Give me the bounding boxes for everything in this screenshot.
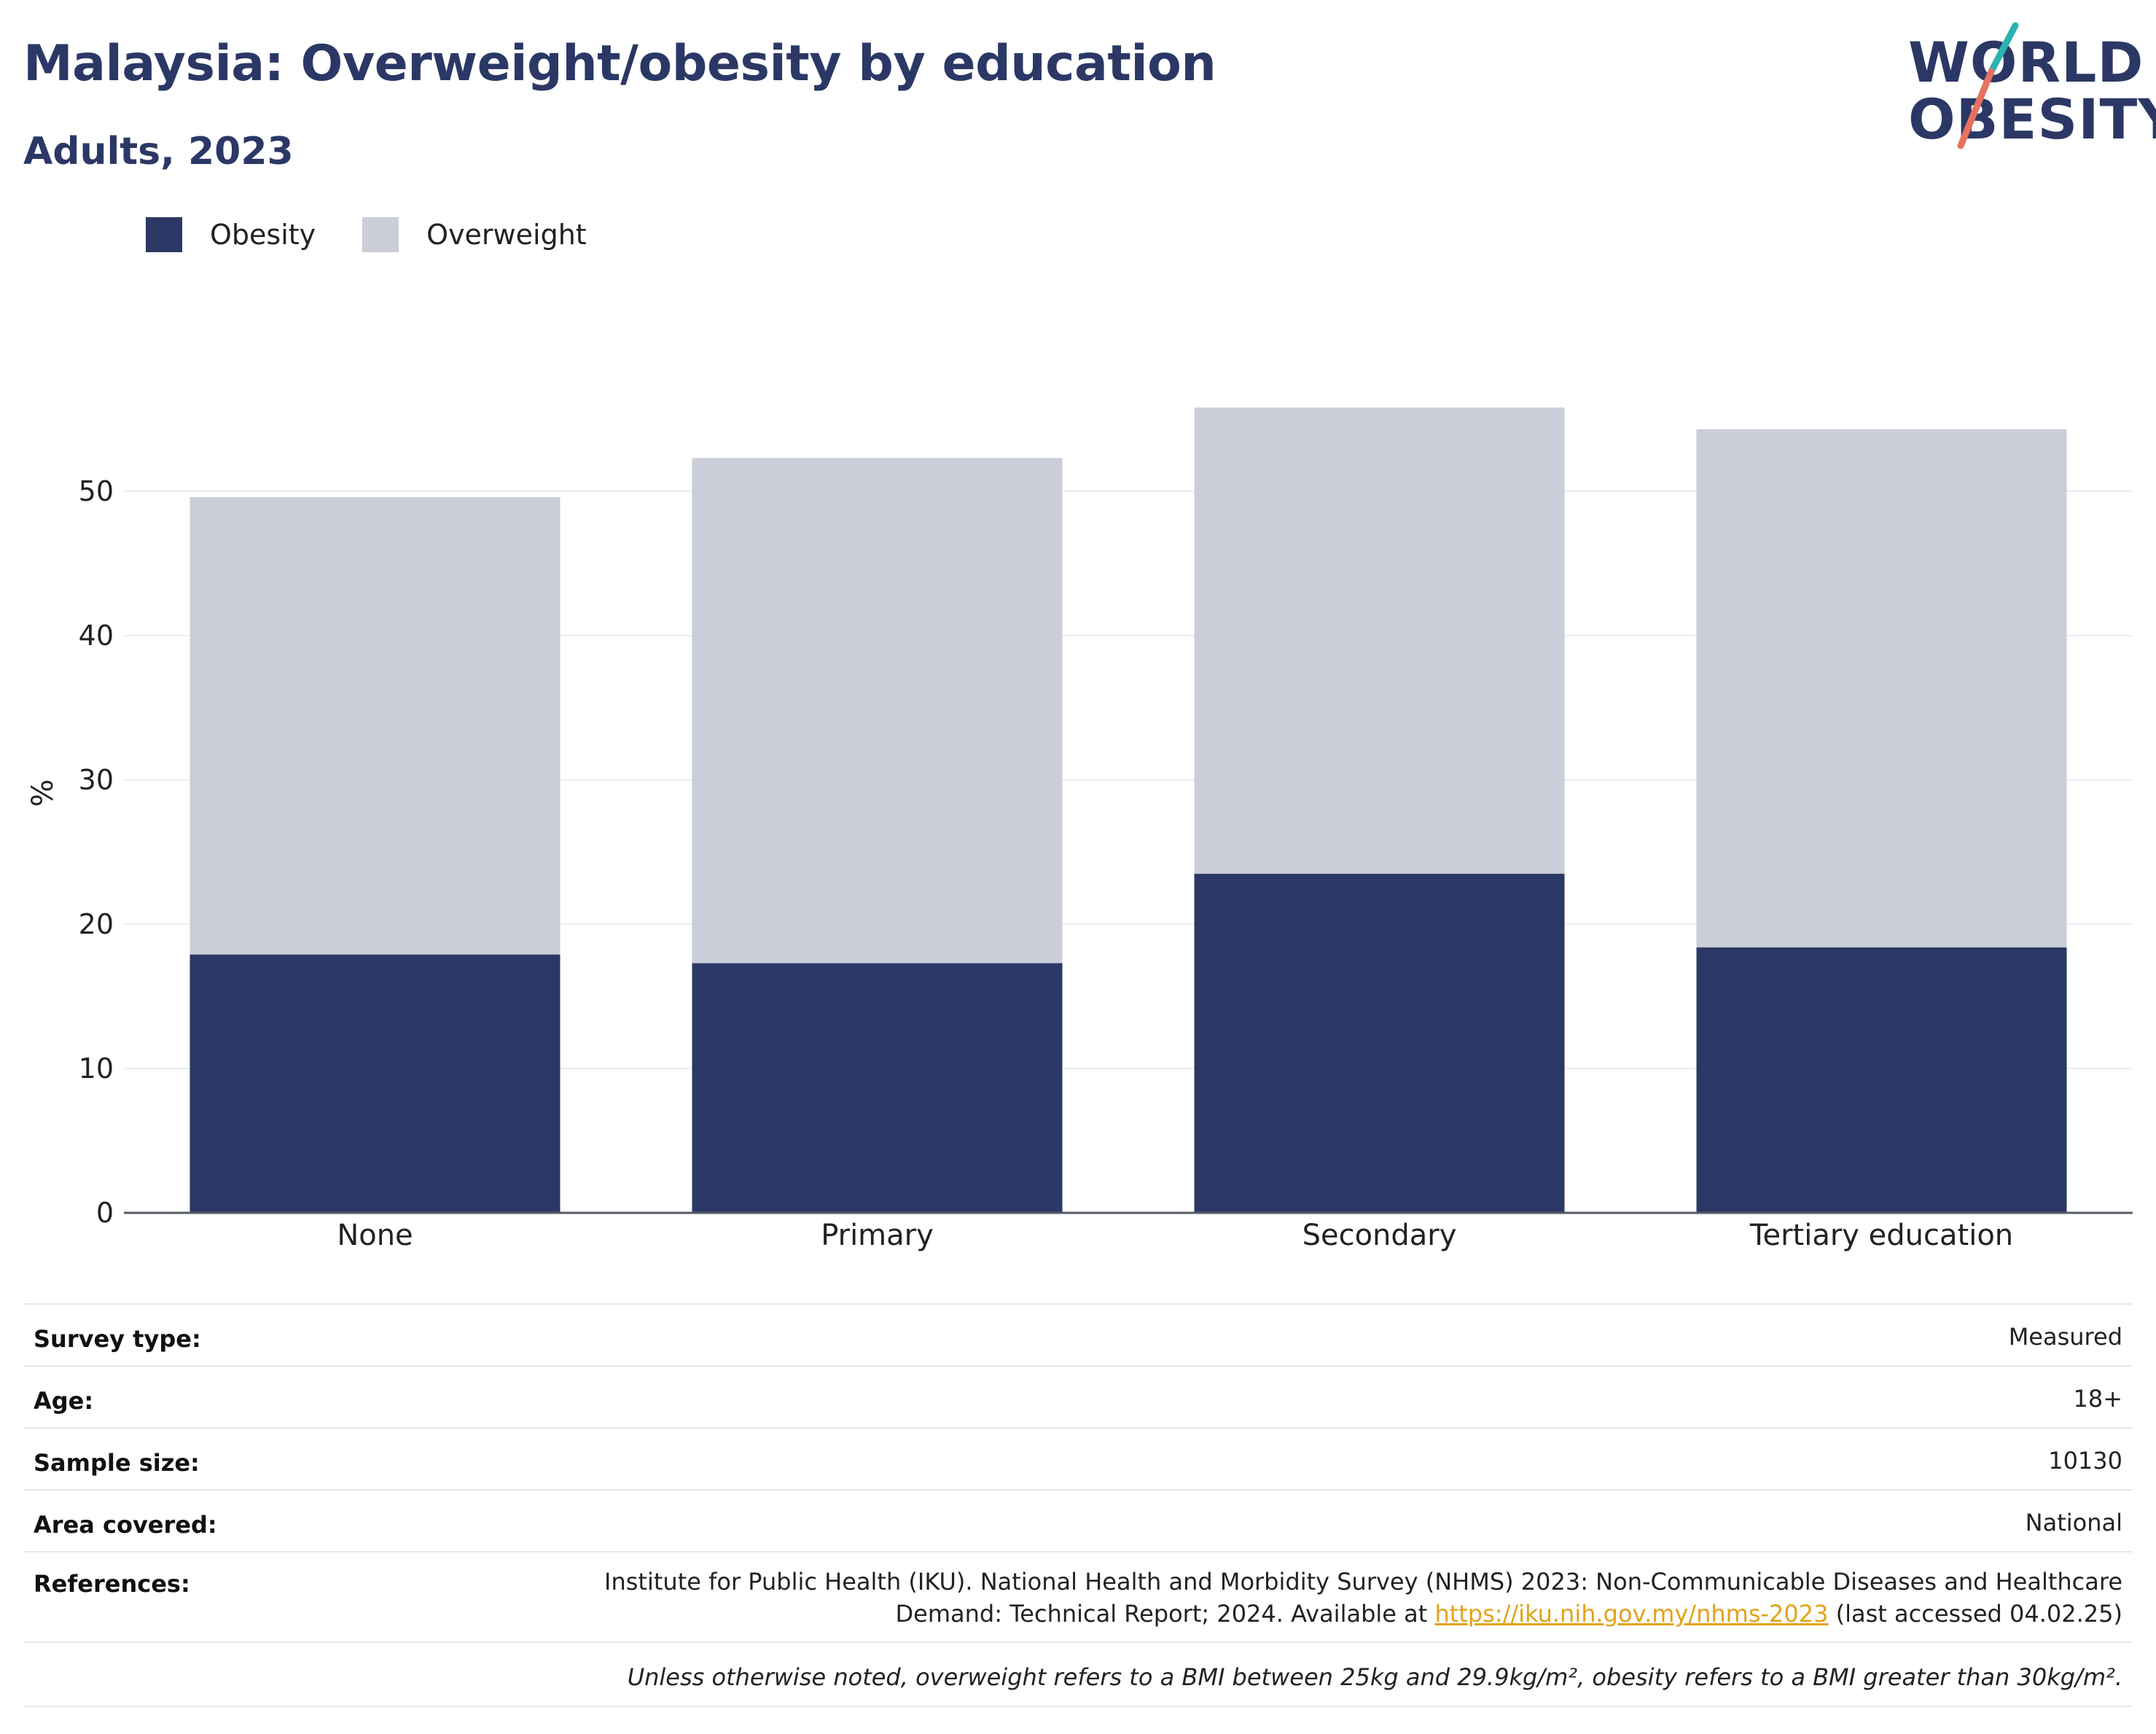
bar-overweight-tertiary-education bbox=[1696, 429, 2067, 948]
reference-link[interactable]: https://iku.nih.gov.my/nhms-2023 bbox=[1434, 1600, 1829, 1628]
meta-label-survey-type: Survey type: bbox=[34, 1325, 201, 1353]
bar-overweight-none bbox=[190, 496, 561, 955]
legend-swatch-overweight bbox=[362, 217, 399, 252]
chart-subtitle: Adults, 2023 bbox=[23, 130, 294, 173]
meta-value-survey-type: Measured bbox=[2008, 1323, 2122, 1351]
legend-item-obesity[interactable]: Obesity bbox=[146, 217, 316, 252]
stacked-bar-chart: 0 10 20 30 40 50% None Primary Secondary Tertiary… bbox=[26, 407, 2133, 1252]
y-tick-label-0: 0 bbox=[96, 1197, 114, 1229]
x-tick-label-tertiary-education: Tertiary education bbox=[1749, 1219, 2013, 1252]
meta-row-survey-type: Survey type: Measured bbox=[23, 1303, 2133, 1365]
y-tick-label-30: 30 bbox=[79, 764, 114, 796]
logo-word-world: WORLD bbox=[1908, 30, 2144, 95]
bar-obesity-none bbox=[190, 954, 561, 1213]
y-tick-label-50: 50 bbox=[79, 475, 114, 507]
bar-overweight-primary bbox=[692, 458, 1063, 964]
y-tick-label-10: 10 bbox=[79, 1052, 114, 1085]
y-tick-label-40: 40 bbox=[79, 620, 114, 652]
chart-legend: Obesity Overweight bbox=[146, 217, 633, 252]
meta-row-area: Area covered: National bbox=[23, 1489, 2133, 1551]
reference-text: Institute for Public Health (IKU). Natio… bbox=[604, 1568, 2122, 1628]
legend-swatch-obesity bbox=[146, 217, 182, 252]
x-tick-label-secondary: Secondary bbox=[1302, 1219, 1457, 1252]
logo-slash-icon bbox=[1957, 22, 2019, 149]
y-tick-label-20: 20 bbox=[79, 908, 114, 940]
x-tick-label-primary: Primary bbox=[821, 1219, 934, 1252]
y-axis-title: % bbox=[26, 779, 60, 807]
meta-value-references: Institute for Public Health (IKU). Natio… bbox=[592, 1566, 2122, 1630]
meta-value-sample-size: 10130 bbox=[2048, 1447, 2122, 1475]
meta-value-age: 18+ bbox=[2073, 1385, 2122, 1413]
meta-label-sample-size: Sample size: bbox=[34, 1449, 200, 1477]
reference-accessed-text: (last accessed 04.02.25) bbox=[1828, 1600, 2122, 1628]
meta-row-sample-size: Sample size: 10130 bbox=[23, 1427, 2133, 1489]
meta-value-area: National bbox=[2025, 1509, 2122, 1536]
meta-label-references: References: bbox=[34, 1570, 190, 1598]
logo-word-obesity: OBESITY bbox=[1908, 87, 2156, 152]
meta-row-note: Unless otherwise noted, overweight refer… bbox=[23, 1641, 2133, 1707]
legend-item-overweight[interactable]: Overweight bbox=[362, 217, 587, 252]
bar-obesity-primary bbox=[692, 963, 1063, 1213]
meta-label-age: Age: bbox=[34, 1387, 94, 1415]
world-obesity-logo: WORLD OBESITY bbox=[1902, 22, 2156, 153]
bar-obesity-secondary bbox=[1194, 873, 1565, 1213]
legend-label-overweight: Overweight bbox=[426, 219, 587, 251]
bar-overweight-secondary bbox=[1194, 407, 1565, 874]
survey-metadata-table: Survey type: Measured Age: 18+ Sample si… bbox=[23, 1303, 2133, 1707]
meta-row-references: References: Institute for Public Health … bbox=[23, 1551, 2133, 1641]
bmi-definition-note: Unless otherwise noted, overweight refer… bbox=[627, 1663, 2122, 1691]
bar-obesity-tertiary-education bbox=[1696, 947, 2067, 1213]
meta-row-age: Age: 18+ bbox=[23, 1365, 2133, 1427]
x-tick-label-none: None bbox=[337, 1219, 413, 1252]
chart-title: Malaysia: Overweight/obesity by educatio… bbox=[23, 35, 1216, 93]
legend-label-obesity: Obesity bbox=[210, 219, 316, 251]
meta-label-area: Area covered: bbox=[34, 1511, 217, 1539]
